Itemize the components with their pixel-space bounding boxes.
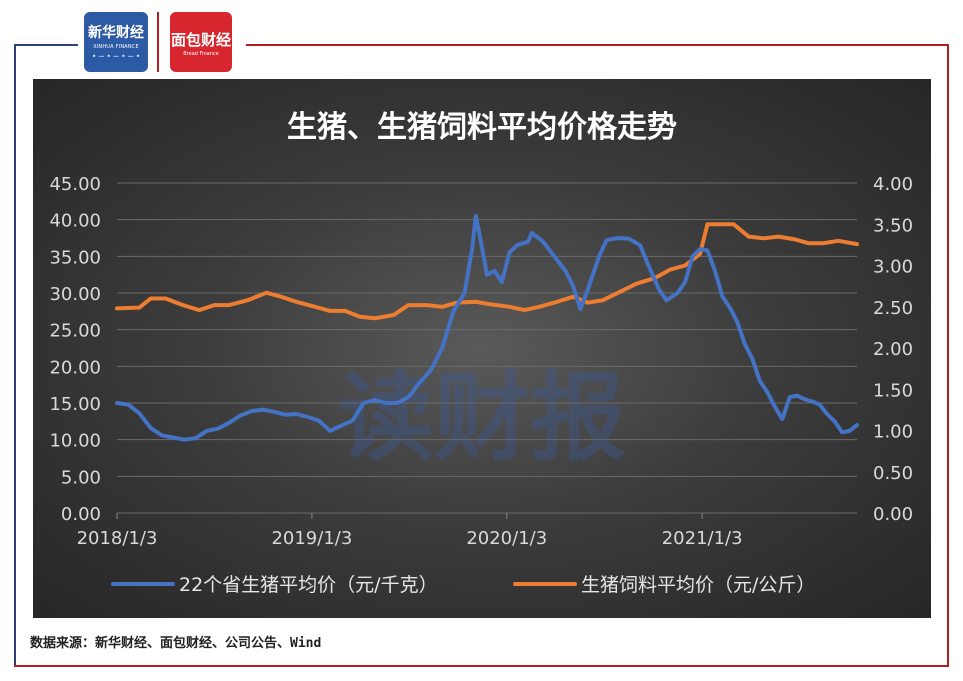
legend: 22个省生猪平均价（元/千克） 生猪饲料平均价（元/公斤） xyxy=(111,574,815,596)
chart-panel: 读财报 生猪、生猪饲料平均价格走势 0.00 5.00 10.00 15.00 20.0… xyxy=(33,79,931,618)
y-axis-left: 0.00 5.00 10.00 15.00 20.00 25.00 30.00 35.00 40… xyxy=(49,174,101,525)
y-right-tick-label: 0.50 xyxy=(873,463,913,484)
y-left-tick-label: 25.00 xyxy=(49,321,101,342)
frame-bottom-line xyxy=(14,665,949,667)
xinhua-logo-en: XINHUA FINANCE xyxy=(93,44,139,50)
line-chart: 读财报 生猪、生猪饲料平均价格走势 0.00 5.00 10.00 15.00 20.0… xyxy=(49,110,913,596)
x-tick-label: 2020/1/3 xyxy=(466,528,547,549)
frame-top-right-line xyxy=(246,44,949,46)
chart-title: 生猪、生猪饲料平均价格走势 xyxy=(287,110,677,145)
legend-label: 生猪饲料平均价（元/公斤） xyxy=(581,574,815,596)
logo-separator xyxy=(157,12,159,72)
x-tick-label: 2019/1/3 xyxy=(271,528,352,549)
frame-left-line xyxy=(14,44,16,667)
y-right-tick-label: 0.00 xyxy=(873,504,913,525)
y-right-tick-label: 1.50 xyxy=(873,380,913,401)
series-line-feed-price xyxy=(115,222,859,321)
frame-top-left-line xyxy=(14,44,78,46)
y-right-tick-label: 3.00 xyxy=(873,257,913,278)
watermark: 读财报 xyxy=(338,362,626,474)
legend-label: 22个省生猪平均价（元/千克） xyxy=(179,574,438,596)
xinhua-finance-logo: 新华财经 XINHUA FINANCE • ─ • ─ • ─ • xyxy=(84,12,148,72)
gridlines xyxy=(117,182,857,514)
y-left-tick-label: 5.00 xyxy=(61,467,101,488)
source-note: 数据来源：新华财经、面包财经、公司公告、Wind xyxy=(30,636,322,651)
y-right-tick-label: 1.00 xyxy=(873,422,913,443)
y-right-tick-label: 2.00 xyxy=(873,339,913,360)
y-left-tick-label: 0.00 xyxy=(61,504,101,525)
y-right-tick-label: 2.50 xyxy=(873,298,913,319)
y-axis-right: 0.00 0.50 1.00 1.50 2.00 2.50 3.00 3.50 4.00 xyxy=(873,174,913,525)
x-tick-label: 2021/1/3 xyxy=(662,528,743,549)
y-left-tick-label: 10.00 xyxy=(49,431,101,452)
x-tick-label: 2018/1/3 xyxy=(77,528,158,549)
y-left-tick-label: 15.00 xyxy=(49,394,101,415)
y-left-tick-label: 40.00 xyxy=(49,211,101,232)
series-lines xyxy=(115,214,859,442)
bread-finance-logo: 面包财经 Bread Finance xyxy=(170,12,232,72)
mianbao-logo-en: Bread Finance xyxy=(183,51,219,57)
y-left-tick-label: 30.00 xyxy=(49,284,101,305)
y-right-tick-label: 4.00 xyxy=(873,174,913,195)
xinhua-logo-text: 新华财经 xyxy=(88,25,144,41)
y-left-tick-label: 35.00 xyxy=(49,247,101,268)
series-line-hog-price xyxy=(115,214,859,442)
y-left-tick-label: 20.00 xyxy=(49,357,101,378)
y-left-tick-label: 45.00 xyxy=(49,174,101,195)
network-dots-icon: • ─ • ─ • ─ • xyxy=(91,52,141,61)
frame-right-line xyxy=(947,44,949,667)
y-right-tick-label: 3.50 xyxy=(873,215,913,236)
mianbao-logo-text: 面包财经 xyxy=(170,31,231,49)
x-axis: 2018/1/3 2019/1/3 2020/1/3 2021/1/3 xyxy=(77,513,743,549)
